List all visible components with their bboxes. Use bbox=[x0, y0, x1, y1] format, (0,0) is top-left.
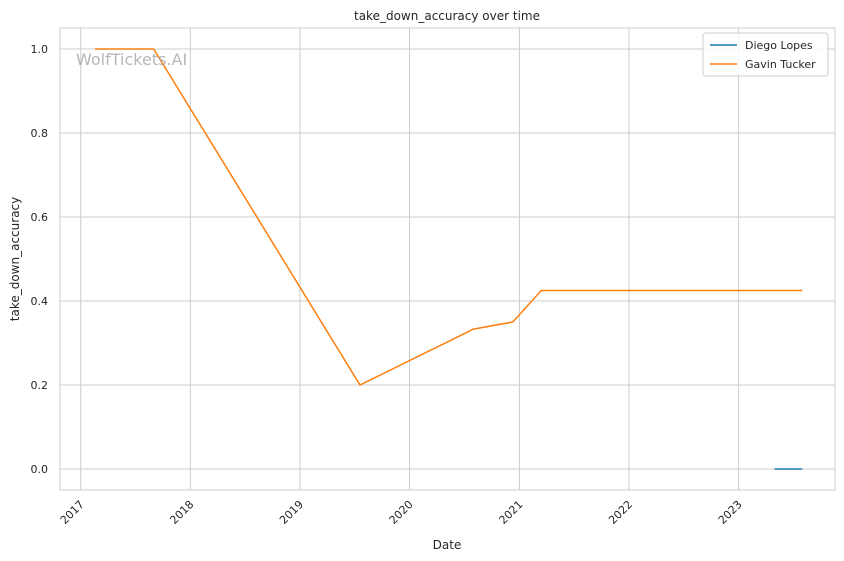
y-tick-label: 0.2 bbox=[31, 379, 49, 392]
chart-title: take_down_accuracy over time bbox=[354, 9, 540, 23]
legend-label-diego-lopes: Diego Lopes bbox=[745, 39, 813, 52]
plot-frame bbox=[59, 27, 836, 491]
y-tick-label: 0.6 bbox=[31, 211, 49, 224]
x-tick-label: 2023 bbox=[716, 498, 745, 527]
y-tick-label: 0.0 bbox=[31, 463, 49, 476]
x-axis-label: Date bbox=[433, 538, 462, 552]
legend-box bbox=[702, 32, 829, 77]
x-tick-label: 2019 bbox=[277, 498, 306, 527]
x-tick-label: 2018 bbox=[167, 498, 196, 527]
y-tick-label: 0.8 bbox=[31, 127, 49, 140]
series-lines bbox=[95, 48, 803, 470]
watermark: WolfTickets.AI bbox=[76, 50, 187, 69]
legend-label-gavin-tucker: Gavin Tucker bbox=[745, 58, 816, 71]
x-tick-label: 2017 bbox=[58, 498, 87, 527]
legend: Diego Lopes Gavin Tucker bbox=[702, 32, 829, 77]
y-axis-label: take_down_accuracy bbox=[8, 197, 22, 321]
x-tick-label: 2021 bbox=[497, 498, 526, 527]
series-line-gavin-tucker bbox=[95, 48, 803, 386]
plot-background bbox=[60, 28, 835, 490]
y-axis-ticks: 0.0 0.2 0.4 0.6 0.8 1.0 bbox=[31, 43, 49, 476]
y-tick-label: 0.4 bbox=[31, 295, 49, 308]
y-tick-label: 1.0 bbox=[31, 43, 49, 56]
x-tick-label: 2020 bbox=[387, 498, 416, 527]
x-axis-ticks: 2017 2018 2019 2020 2021 2022 2023 bbox=[58, 498, 745, 527]
x-tick-label: 2022 bbox=[606, 498, 635, 527]
